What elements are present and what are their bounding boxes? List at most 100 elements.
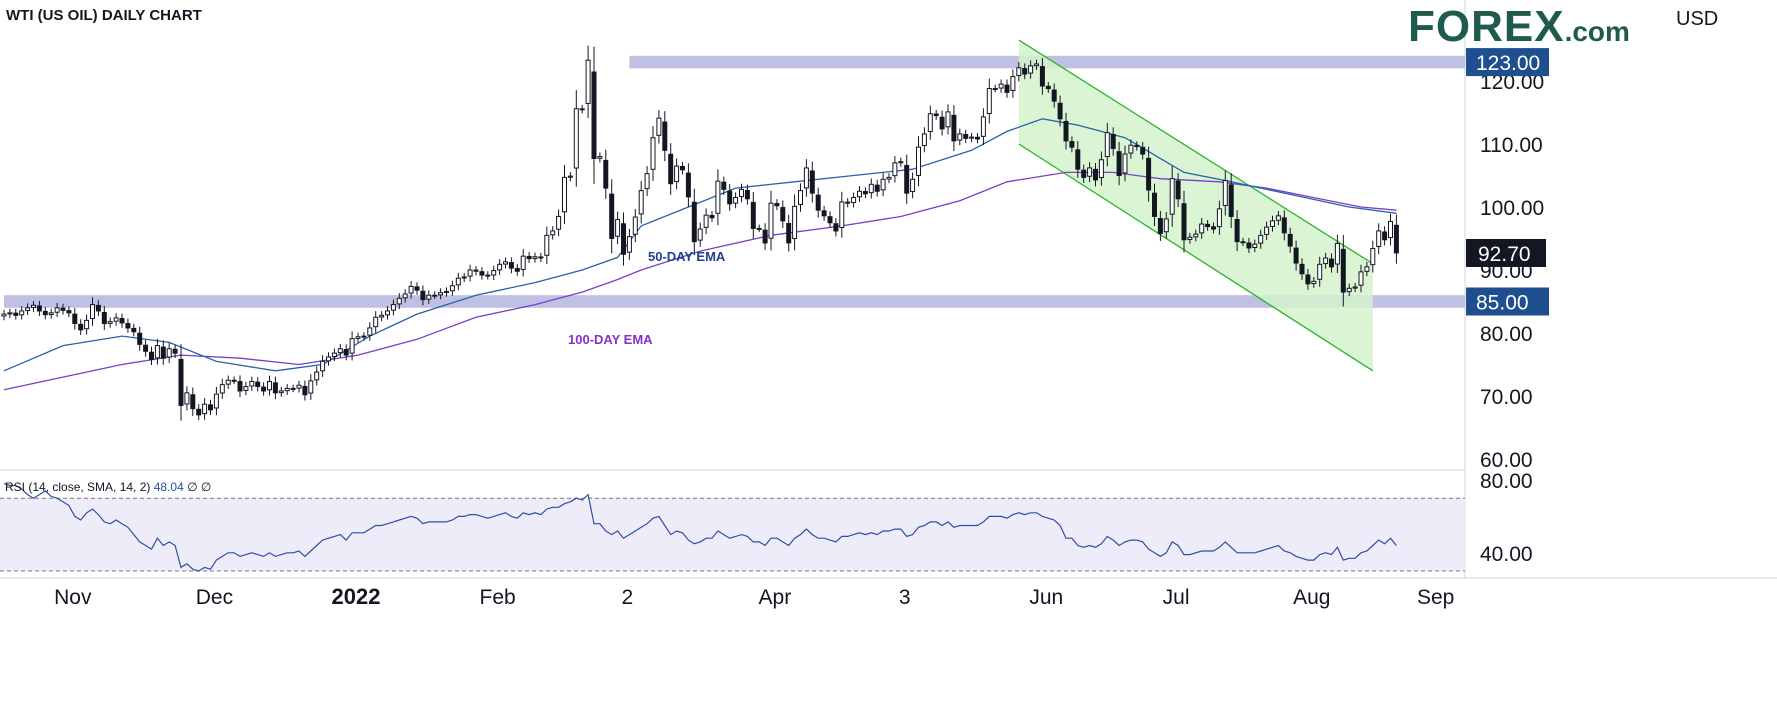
- candle: [349, 331, 355, 361]
- candle: [538, 252, 544, 263]
- candle-up: [326, 356, 331, 362]
- candle-up: [886, 176, 892, 180]
- candle: [290, 384, 296, 393]
- candle-down: [721, 181, 727, 190]
- candle: [1382, 226, 1388, 246]
- candle: [1104, 122, 1110, 167]
- candle: [231, 376, 237, 385]
- candle-down: [662, 121, 668, 151]
- candle-up: [1252, 243, 1258, 248]
- candle: [585, 45, 591, 119]
- candle-up: [1258, 234, 1264, 244]
- candle-down: [1228, 184, 1234, 217]
- candle: [78, 319, 84, 336]
- candle: [36, 300, 42, 316]
- candle: [762, 223, 768, 250]
- candle: [591, 46, 597, 184]
- candle: [550, 226, 556, 240]
- candle-down: [343, 349, 349, 356]
- candle-up: [1193, 233, 1199, 238]
- candle: [845, 198, 851, 208]
- candle-down: [302, 385, 308, 396]
- candle: [184, 386, 190, 411]
- candle: [373, 311, 379, 333]
- candle-up: [25, 307, 31, 312]
- price-tick-label: 100.00: [1480, 197, 1544, 220]
- forex-logo: FOREX.com: [1408, 2, 1630, 52]
- candle: [320, 355, 326, 377]
- candle: [154, 338, 160, 365]
- candle-down: [526, 255, 532, 260]
- candle-up: [267, 381, 272, 391]
- candle: [916, 136, 921, 187]
- candle: [998, 79, 1004, 93]
- candle: [644, 166, 650, 197]
- candle-up: [638, 190, 644, 215]
- candle-up: [892, 162, 898, 177]
- candle-up: [1352, 286, 1358, 289]
- candle-up: [497, 263, 503, 271]
- candle-up: [243, 386, 249, 391]
- candle: [980, 108, 986, 145]
- candle: [715, 169, 721, 226]
- candle: [308, 374, 314, 400]
- candle: [503, 257, 508, 269]
- zone-price-label: 123.00: [1476, 52, 1540, 75]
- candle: [1376, 223, 1382, 255]
- candle: [467, 264, 473, 282]
- candle: [603, 149, 609, 199]
- candle-down: [963, 133, 969, 139]
- candle: [213, 386, 219, 416]
- candle: [1370, 240, 1376, 273]
- candle: [886, 173, 892, 184]
- candle: [939, 110, 945, 136]
- candle-up: [626, 236, 632, 253]
- currency-label: USD: [1676, 8, 1719, 30]
- candle-up: [615, 219, 621, 237]
- candle: [733, 192, 739, 209]
- candle-up: [868, 183, 874, 194]
- candle: [615, 211, 621, 245]
- candle-down: [933, 113, 939, 117]
- zone-price-label: 85.00: [1476, 292, 1529, 315]
- candle-down: [208, 404, 213, 411]
- candle-up: [107, 321, 113, 324]
- candle-down: [196, 408, 202, 416]
- candle-up: [219, 384, 225, 394]
- chart-title: WTI (US OIL) DAILY CHART: [6, 7, 202, 24]
- candle-up: [632, 216, 638, 235]
- candle-down: [36, 305, 42, 312]
- candle-up: [331, 352, 337, 357]
- date-tick-label: 3: [899, 586, 911, 609]
- candle-up: [284, 387, 290, 392]
- candle-up: [650, 137, 656, 170]
- candle-up: [957, 133, 963, 141]
- candle-up: [402, 293, 408, 299]
- candle: [1175, 172, 1181, 208]
- candle-up: [567, 175, 573, 178]
- candle: [809, 161, 815, 203]
- date-tick-label: Dec: [196, 586, 233, 609]
- candle: [426, 290, 432, 304]
- candle: [1205, 219, 1211, 231]
- candle: [1063, 112, 1069, 150]
- candle-down: [874, 184, 880, 192]
- candle: [1010, 69, 1016, 98]
- candle: [1039, 58, 1045, 95]
- candle-up: [54, 307, 60, 313]
- candle: [1340, 234, 1346, 307]
- candle: [1110, 127, 1116, 156]
- candle: [396, 293, 402, 310]
- candle-down: [172, 348, 178, 354]
- candle-up: [520, 255, 526, 270]
- candle-up: [408, 285, 414, 294]
- candle: [803, 159, 809, 197]
- date-tick-label: 2: [622, 586, 634, 609]
- candle-up: [19, 310, 25, 316]
- candle: [632, 209, 638, 243]
- candle: [839, 191, 845, 238]
- candle: [951, 105, 957, 152]
- candle: [249, 376, 255, 391]
- candle: [680, 161, 685, 175]
- candle: [143, 339, 149, 357]
